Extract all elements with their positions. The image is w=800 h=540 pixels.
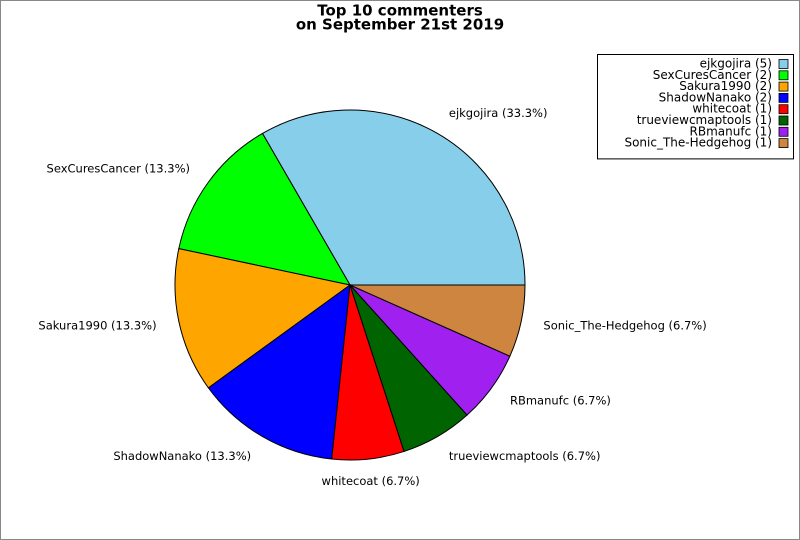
pie-slice <box>207 283 351 460</box>
slice-label: Sakura1990 (13.3%) <box>38 319 156 333</box>
slice-label: trueviewcmaptools (6.7%) <box>449 449 601 463</box>
chart-title: Top 10 commenters <box>317 2 483 20</box>
slice-label: ShadowNanako (13.3%) <box>113 449 251 463</box>
slice-label: whitecoat (6.7%) <box>322 474 420 488</box>
legend-label: ejkgojira (5) <box>700 57 772 71</box>
legend-box <box>597 54 794 160</box>
pie-slice <box>349 284 526 357</box>
slice-label: ejkgojira (33.3%) <box>449 106 548 120</box>
slice-label: Sonic_The-Hedgehog (6.7%) <box>543 319 706 333</box>
slice-label: RBmanufc (6.7%) <box>510 394 611 408</box>
legend-label: trueviewcmaptools (1) <box>637 113 772 127</box>
legend-swatch <box>778 70 789 81</box>
legend-swatch <box>778 126 789 137</box>
chart-subtitle: on September 21st 2019 <box>296 16 504 34</box>
legend-label: Sakura1990 (2) <box>679 79 772 93</box>
legend-swatch <box>778 93 789 103</box>
legend-label: whitecoat (1) <box>692 102 772 116</box>
pie-slice <box>178 132 351 286</box>
legend-swatch <box>778 104 789 115</box>
legend-swatch <box>778 115 789 126</box>
pie-slice <box>174 248 352 389</box>
legend-swatch <box>778 81 789 92</box>
slice-label: SexCuresCancer (13.3%) <box>47 161 191 175</box>
legend-label: RBmanufc (1) <box>690 124 772 138</box>
legend-swatch <box>778 138 789 149</box>
legend-label: SexCuresCancer (2) <box>653 68 772 82</box>
legend-swatch <box>778 59 789 69</box>
legend-label: ShadowNanako (2) <box>659 90 772 104</box>
legend-label: Sonic_The-Hedgehog (1) <box>624 136 772 150</box>
pie-slice <box>261 109 526 286</box>
